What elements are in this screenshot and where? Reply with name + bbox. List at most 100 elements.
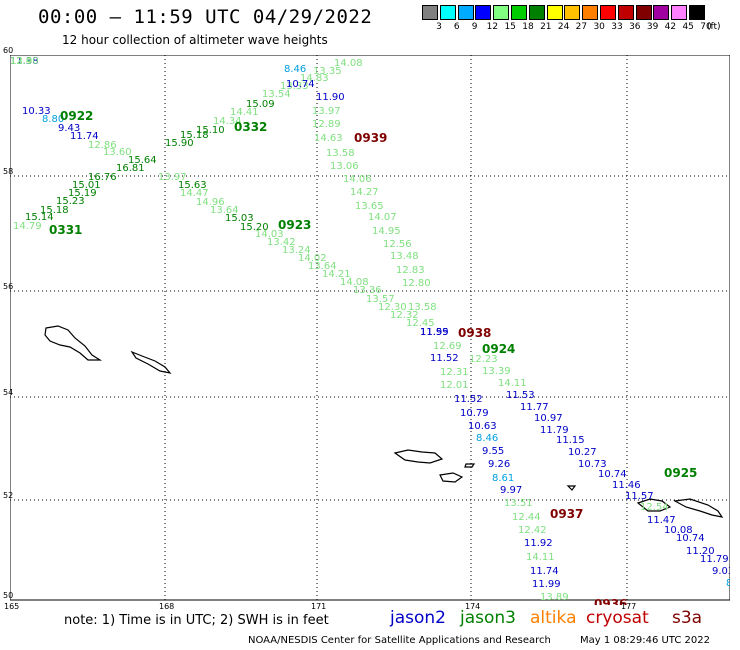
wave-height-value: 8.36 [726,578,730,589]
scale-label: 24 [557,22,570,32]
pass-time-labels: 0922 0332 0939 0331 0923 0938 0924 0925 0937 0936 [49,109,697,605]
wave-height-value: 13.51 [504,498,533,509]
wave-height-value: 11.52 [454,394,483,405]
wave-height-value: 14.47 [180,188,209,199]
wave-height-value: 15.23 [56,196,85,207]
wave-height-value: 12.83 [396,265,425,276]
color-scale-legend: 3 6 9 12 15 18 21 24 27 30 33 36 39 42 45 70 (ft) [422,5,728,35]
wave-height-value: 9.03 [712,566,730,577]
wave-height-value: 14.63 [314,133,343,144]
wave-height-value: 9.26 [488,459,510,470]
wave-height-value: 15.18 [40,205,69,216]
scale-swatch [564,5,581,20]
latitude-label: 56 [3,282,14,291]
island-agattu [439,472,464,483]
scale-label: 30 [593,22,605,32]
island-rat [673,498,724,518]
wave-height-value: 13.06 [330,161,359,172]
footnote: note: 1) Time is in UTC; 2) SWH is in fe… [64,613,329,628]
wave-height-value: 14.41 [230,107,259,118]
island-attu [393,449,444,464]
pass-time-label: 0332 [234,120,267,134]
wave-height-value: 11.74 [530,566,559,577]
wave-height-value: 13.57 [366,294,395,305]
wave-height-value: 14.96 [196,197,225,208]
wave-height-value: 10.63 [468,421,497,432]
wave-height-value: 11.99 [532,579,561,590]
wave-height-value: 16.81 [116,163,145,174]
island-buldir [566,485,577,491]
wave-height-value: 13.35 [313,66,342,77]
wave-height-value: 14.06 [343,174,372,185]
island-kiska [636,498,672,512]
wave-height-value: 14.21 [322,269,351,280]
map-subtitle: 12 hour collection of altimeter wave hei… [62,33,328,47]
scale-label: 45 [682,22,694,32]
wave-height-value: 14.27 [350,187,379,198]
legend-cryosat: cryosat [586,608,649,628]
altimeter-map: 10.338.809.4311.7412.8613.6015.6416.8116… [10,55,730,605]
wave-height-value: 14.95 [372,226,401,237]
wave-height-value: 10.74 [676,533,705,544]
scale-swatch [582,5,599,20]
wave-height-value: 11.59 [420,327,449,338]
legend-jason3: jason3 [460,608,516,628]
wave-height-value: 8.46 [476,433,498,444]
wave-height-value: 12.86 [88,140,117,151]
scale-swatch [635,5,652,20]
land-masses [44,325,724,518]
island-semichi [464,463,476,468]
wave-height-value: 11.79 [700,554,729,565]
latitude-label: 60 [3,46,14,55]
wave-height-value: 12.42 [518,525,547,536]
longitude-label: 165 [4,602,20,611]
wave-height-value: 13 [10,56,23,67]
wave-height-value: 9.55 [482,446,504,457]
wave-height-value: 13.97 [312,106,341,117]
scale-label: 70 [700,22,712,32]
wave-height-value: 12.32 [390,310,419,321]
wave-height-value: 14.08 [334,58,363,69]
wave-height-value: 15.90 [165,138,194,149]
legend-altika-label: altika [530,608,577,628]
wave-height-value: 14.07 [368,212,397,223]
wave-height-value: 12.89 [312,119,341,130]
wave-height-value: 10.97 [534,413,563,424]
scale-unit: (ft) [707,22,721,32]
wave-height-value: 15.64 [128,155,157,166]
wave-height-value: 11.46 [612,480,641,491]
wave-height-value: 13.64 [210,205,239,216]
pass-time-label: 0923 [278,218,311,232]
wave-height-value: 13.36 [353,285,382,296]
credit-line: NOAA/NESDIS Center for Satellite Applica… [248,635,551,646]
wave-height-value: 13.64 [308,261,337,272]
wave-height-value: 15.18 [180,130,209,141]
scale-swatch [493,5,510,20]
scale-swatch [617,5,634,20]
pass-time-label: 0331 [49,223,82,237]
wave-height-value: 10.08 [664,525,693,536]
wave-height-value: 11.90 [316,92,345,103]
latitude-label: 54 [3,388,14,397]
wave-height-value: 15.63 [178,180,207,191]
latitude-label: 58 [3,167,14,176]
wave-height-value: 15.19 [68,188,97,199]
longitude-label: 177 [621,602,637,611]
wave-height-value: 13.33 [280,81,309,92]
wave-height-value: 12.44 [512,512,541,523]
wave-height-value: 11.15 [556,435,585,446]
wave-height-value: 12.31 [440,367,469,378]
pass-time-label: 0936 [594,597,627,605]
wave-height-value: 13.58 [408,302,437,313]
legend-jason2-label: jason2 [390,608,446,628]
wave-height-value: 13.89 [540,592,569,603]
wave-height-value: 12.80 [402,278,431,289]
wave-height-value: 14.02 [298,253,327,264]
wave-height-value: 14.11 [498,378,527,389]
wave-height-value: 12.45 [406,318,435,329]
pass-time-label: 0925 [664,466,697,480]
longitude-label: 171 [311,602,327,611]
scale-label: 9 [471,22,478,32]
wave-height-value: 10.74 [286,79,315,90]
scale-swatch [422,5,438,20]
